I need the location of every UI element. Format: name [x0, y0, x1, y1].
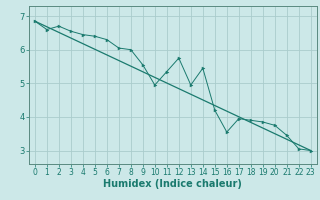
X-axis label: Humidex (Indice chaleur): Humidex (Indice chaleur): [103, 179, 242, 189]
